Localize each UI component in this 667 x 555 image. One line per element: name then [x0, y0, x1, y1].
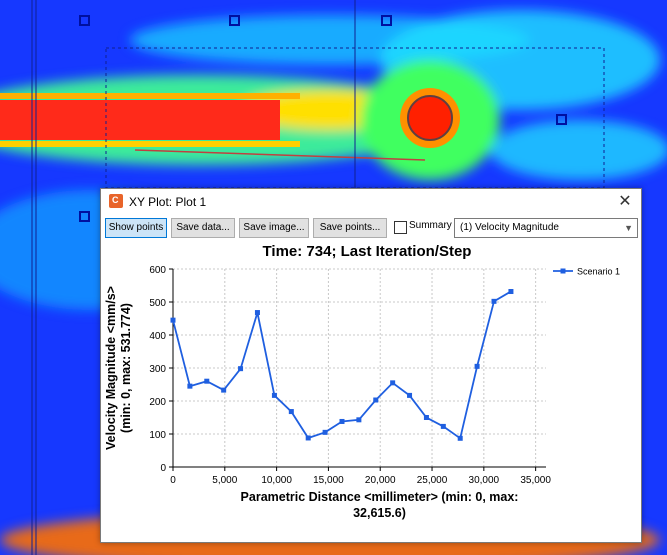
- data-point: [457, 435, 463, 441]
- dialog-titlebar[interactable]: C XY Plot: Plot 1 ✕: [101, 189, 641, 215]
- xy-chart: Time: 734; Last Iteration/Step 0 100 200 30…: [104, 243, 620, 520]
- y-tick-label: 200: [149, 397, 166, 408]
- x-tick-label: 30,000: [469, 475, 500, 486]
- y-tick-label: 300: [149, 364, 166, 375]
- legend-label: Scenario 1: [577, 267, 620, 277]
- x-axis-label-line: Parametric Distance <millimeter> (min: 0…: [241, 490, 519, 504]
- data-point: [407, 392, 413, 398]
- data-point: [187, 383, 193, 389]
- y-tick-label: 600: [149, 265, 166, 276]
- summary-checkbox[interactable]: [394, 221, 407, 234]
- data-point: [474, 363, 480, 369]
- x-tick-label: 10,000: [261, 475, 292, 486]
- data-point: [254, 310, 260, 316]
- data-point: [170, 317, 176, 323]
- data-point: [423, 415, 429, 420]
- data-point: [440, 423, 446, 429]
- save-data-button[interactable]: Save data...: [171, 218, 235, 238]
- x-tick-label: 0: [170, 475, 176, 486]
- y-axis-label-line: Velocity Magnitude <mm/s>: [104, 286, 118, 450]
- save-image-button[interactable]: Save image...: [239, 218, 309, 238]
- toolbar: Show points Save data... Save image... S…: [105, 218, 638, 238]
- close-icon[interactable]: ✕: [618, 193, 632, 210]
- x-axis-label-line: 32,615.6): [353, 506, 406, 520]
- y-tick-label: 400: [149, 331, 166, 342]
- data-point: [508, 289, 514, 295]
- variable-select[interactable]: (1) Velocity Magnitude ▼: [454, 218, 638, 238]
- chart-grid: [172, 268, 546, 468]
- data-point: [221, 387, 227, 393]
- x-tick-label: 20,000: [365, 475, 396, 486]
- y-axis-label-line: (min: 0, max: 531.774): [119, 303, 133, 433]
- save-points-button[interactable]: Save points...: [313, 218, 387, 238]
- show-points-button[interactable]: Show points: [105, 218, 167, 238]
- data-point: [322, 429, 328, 435]
- chevron-down-icon: ▼: [624, 223, 633, 233]
- data-point: [204, 378, 210, 384]
- x-tick-label: 5,000: [212, 475, 237, 486]
- y-axis-label: Velocity Magnitude <mm/s> (min: 0, max: 5…: [104, 286, 133, 450]
- chart-legend: Scenario 1: [553, 267, 620, 277]
- variable-select-value: (1) Velocity Magnitude: [460, 222, 559, 233]
- chart-axes: 0 100 200 300 400 500 600 0 5,000 10,000 15,000 20,…: [149, 265, 551, 486]
- xy-plot-dialog: C XY Plot: Plot 1 ✕ Show points Save dat…: [100, 188, 642, 543]
- x-tick-label: 15,000: [313, 475, 344, 486]
- chart-title: Time: 734; Last Iteration/Step: [263, 243, 472, 260]
- legend-marker: [560, 268, 566, 274]
- data-point: [288, 409, 294, 415]
- chart-series: [170, 289, 514, 441]
- x-axis-label: Parametric Distance <millimeter> (min: 0…: [241, 490, 519, 520]
- x-tick-label: 35,000: [520, 475, 551, 486]
- summary-label: Summary: [409, 220, 452, 231]
- data-point: [390, 380, 396, 386]
- data-point: [271, 392, 277, 398]
- y-tick-label: 100: [149, 430, 166, 441]
- data-point: [339, 418, 345, 424]
- data-point: [238, 366, 244, 372]
- app-icon: C: [109, 194, 123, 208]
- x-tick-label: 25,000: [417, 475, 448, 486]
- data-point: [491, 298, 497, 304]
- data-point: [305, 435, 311, 441]
- y-tick-label: 500: [149, 298, 166, 309]
- data-point: [373, 397, 379, 403]
- dialog-title: XY Plot: Plot 1: [129, 195, 207, 209]
- data-point: [356, 417, 362, 423]
- y-tick-label: 0: [160, 463, 166, 474]
